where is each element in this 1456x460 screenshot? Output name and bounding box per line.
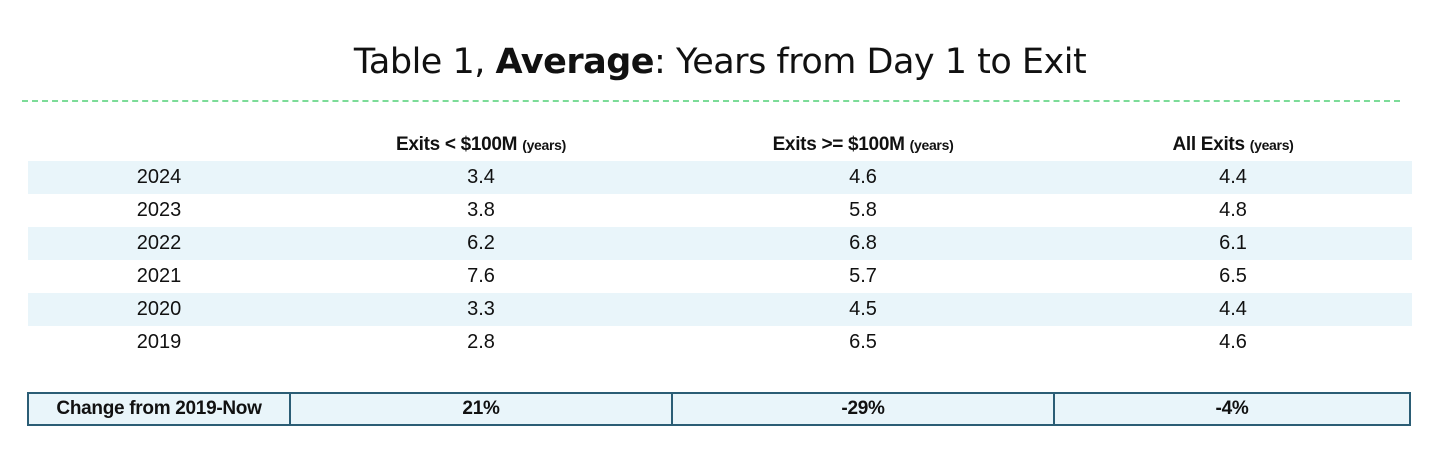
value-cell: 4.4 (1219, 166, 1247, 188)
value-cell: 4.8 (1219, 199, 1247, 221)
value-cell: 3.8 (467, 199, 495, 221)
year-cell: 2023 (136, 199, 182, 221)
header-cell-exits-over-100m: Exits >= $100M (years) (672, 128, 1054, 161)
title-divider (22, 100, 1400, 102)
table-row: 2021 7.6 5.7 6.5 (28, 260, 1412, 293)
year-cell: 2022 (136, 232, 182, 254)
year-cell: 2019 (136, 331, 182, 353)
value-cell: 6.2 (467, 232, 495, 254)
table-row: 2020 3.3 4.5 4.4 (28, 293, 1412, 326)
year-cell: 2020 (136, 298, 182, 320)
header-label: All Exits (1172, 134, 1245, 155)
header-cell-year (28, 128, 290, 161)
table-row: 2019 2.8 6.5 4.6 (28, 326, 1412, 359)
change-label: Change from 2019-Now (29, 394, 291, 424)
change-value: -4% (1215, 398, 1249, 419)
value-cell: 6.5 (849, 331, 877, 353)
value-cell: 4.5 (849, 298, 877, 320)
value-cell: 3.3 (467, 298, 495, 320)
year-cell: 2024 (136, 166, 182, 188)
value-cell: 6.1 (1219, 232, 1247, 254)
header-cell-exits-under-100m: Exits < $100M (years) (290, 128, 672, 161)
header-unit: (years) (522, 137, 567, 153)
header-label: Exits >= $100M (772, 134, 905, 155)
table-title-prefix: Table 1, (353, 42, 496, 82)
value-cell: 5.8 (849, 199, 877, 221)
year-cell: 2021 (136, 265, 182, 287)
value-cell: 3.4 (467, 166, 495, 188)
value-cell: 4.4 (1219, 298, 1247, 320)
change-value: -29% (673, 394, 1055, 424)
value-cell: 5.7 (849, 265, 877, 287)
header-unit: (years) (1249, 137, 1294, 153)
header-label: Exits < $100M (395, 134, 518, 155)
header-row: Exits < $100M (years) Exits >= $100M (ye… (28, 128, 1412, 161)
change-value: 21% (291, 394, 673, 424)
table-title-suffix: : Years from Day 1 to Exit (654, 42, 1087, 82)
table-title: Table 1, Average: Years from Day 1 to Ex… (0, 42, 1440, 82)
header-cell-all-exits: All Exits (years) (1054, 128, 1412, 161)
value-cell: 4.6 (1219, 331, 1247, 353)
value-cell: 7.6 (467, 265, 495, 287)
value-cell: 6.5 (1219, 265, 1247, 287)
change-summary-row: Change from 2019-Now 21% -29% -4% (27, 392, 1411, 426)
table-row: 2023 3.8 5.8 4.8 (28, 194, 1412, 227)
table-row: 2024 3.4 4.6 4.4 (28, 161, 1412, 194)
value-cell: 6.8 (849, 232, 877, 254)
table-title-emphasis: Average (495, 42, 655, 82)
value-cell: 4.6 (849, 166, 877, 188)
value-cell: 2.8 (467, 331, 495, 353)
table-row: 2022 6.2 6.8 6.1 (28, 227, 1412, 260)
header-unit: (years) (909, 137, 954, 153)
